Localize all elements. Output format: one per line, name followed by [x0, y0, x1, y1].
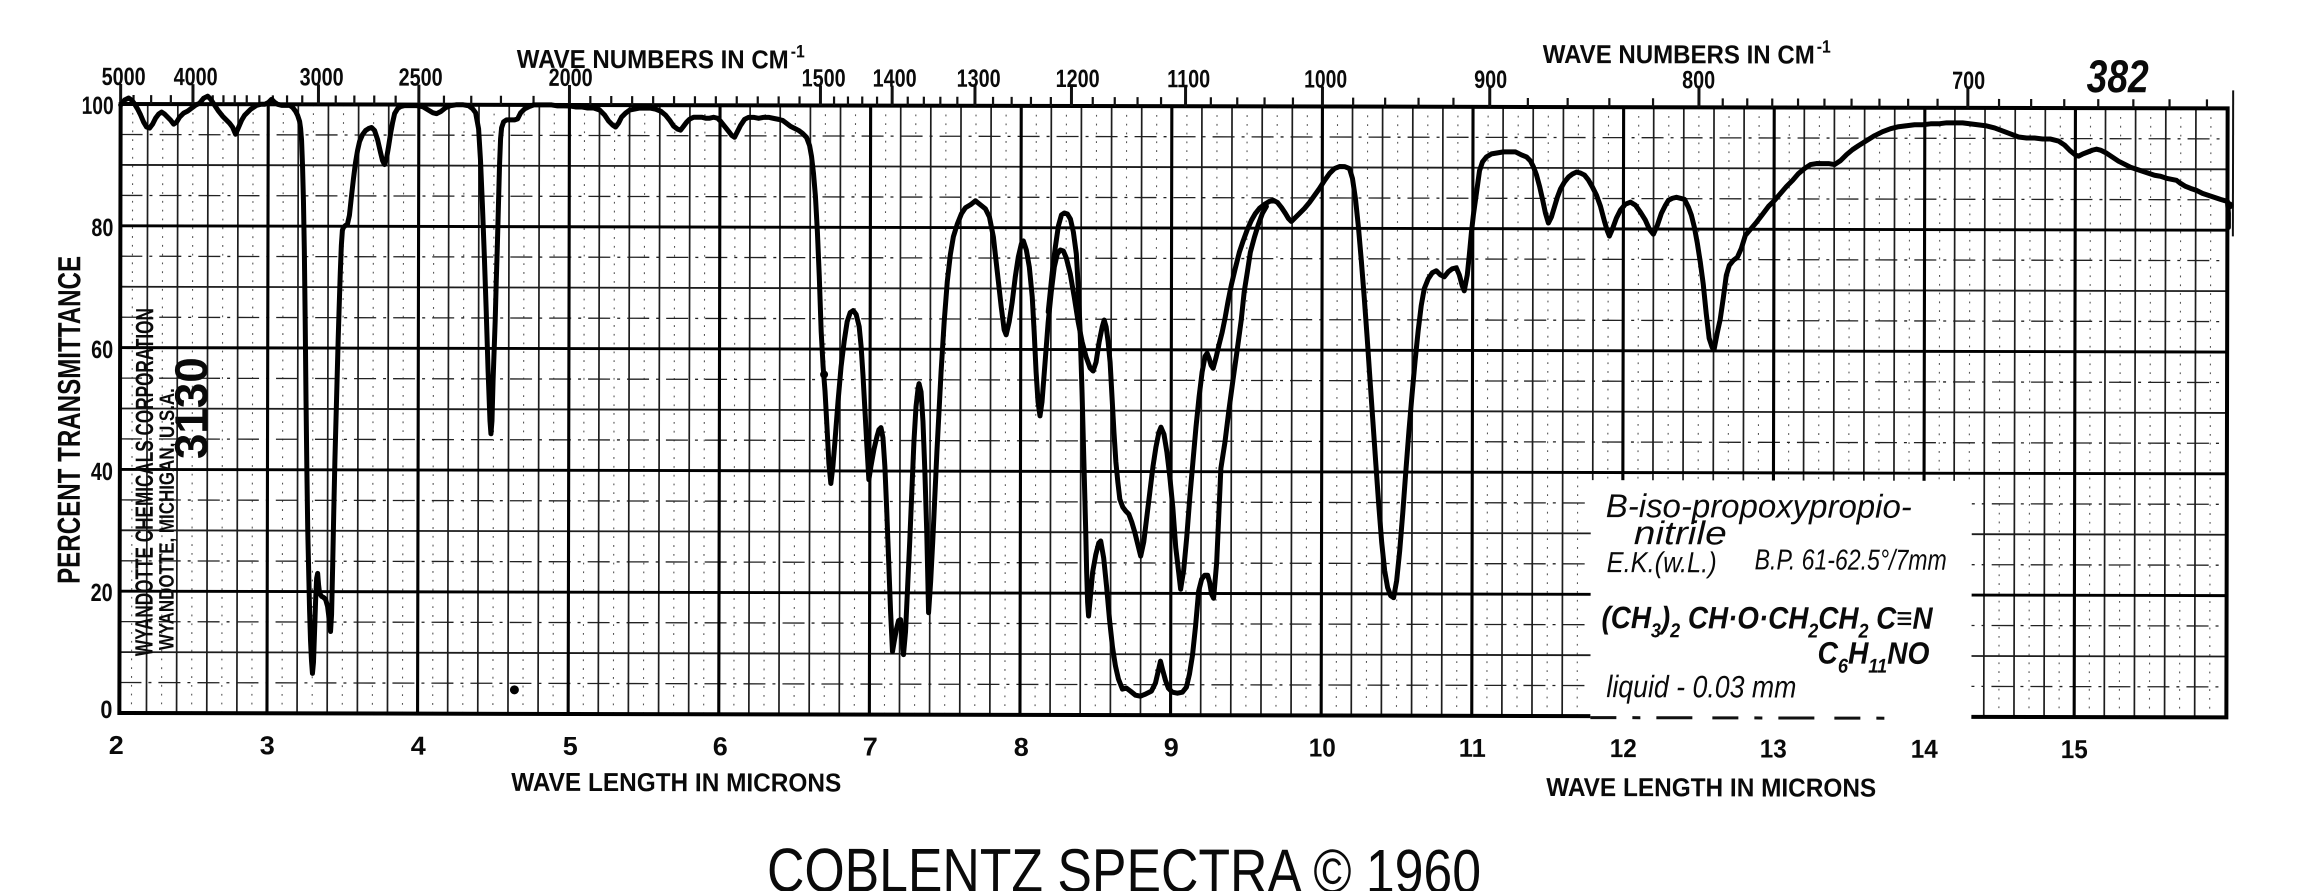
svg-text:9: 9 [1164, 732, 1179, 762]
svg-text:382: 382 [2087, 50, 2149, 102]
svg-text:WAVE NUMBERS IN CM: WAVE NUMBERS IN CM [517, 44, 789, 75]
svg-text:900: 900 [1474, 66, 1507, 94]
svg-text:-1: -1 [791, 41, 805, 61]
svg-text:10: 10 [1309, 732, 1336, 762]
svg-text:2500: 2500 [399, 64, 443, 92]
svg-text:3000: 3000 [300, 63, 344, 91]
svg-text:1500: 1500 [802, 64, 846, 92]
svg-text:4000: 4000 [174, 63, 218, 91]
svg-text:60: 60 [91, 336, 113, 364]
svg-text:15: 15 [2061, 734, 2088, 764]
svg-text:PERCENT TRANSMITTANCE: PERCENT TRANSMITTANCE [51, 256, 88, 584]
svg-text:nitrile: nitrile [1634, 514, 1727, 551]
svg-text:3: 3 [260, 730, 275, 760]
svg-text:13: 13 [1760, 733, 1787, 763]
svg-text:1400: 1400 [873, 65, 917, 93]
svg-text:-1: -1 [1817, 37, 1831, 57]
svg-text:80: 80 [91, 214, 113, 242]
svg-text:WYANDOTTE, MICHIGAN, U.S.A.: WYANDOTTE, MICHIGAN, U.S.A. [155, 388, 179, 650]
svg-text:7: 7 [863, 732, 878, 762]
svg-text:B-iso-propoxypropio-: B-iso-propoxypropio- [1606, 487, 1912, 525]
svg-text:6: 6 [713, 731, 728, 761]
svg-text:40: 40 [91, 458, 113, 486]
svg-text:WAVE LENGTH IN MICRONS: WAVE LENGTH IN MICRONS [511, 767, 841, 798]
svg-text:B.P. 61-62.5°/7mm: B.P. 61-62.5°/7mm [1755, 544, 1947, 576]
svg-text:700: 700 [1952, 67, 1985, 95]
svg-text:8: 8 [1014, 732, 1029, 762]
svg-text:WYANDOTTE CHEMICALS CORPORAT: WYANDOTTE CHEMICALS CORPORATION [130, 308, 159, 656]
svg-text:20: 20 [91, 579, 113, 607]
svg-text:0: 0 [100, 696, 112, 724]
svg-text:WAVE LENGTH IN MICRONS: WAVE LENGTH IN MICRONS [1546, 772, 1876, 803]
svg-text:12: 12 [1610, 733, 1637, 763]
svg-text:1100: 1100 [1167, 65, 1210, 93]
svg-text:11: 11 [1459, 733, 1486, 763]
svg-text:E.K.(w.L.): E.K.(w.L.) [1607, 547, 1717, 579]
svg-text:14: 14 [1911, 734, 1939, 764]
svg-text:800: 800 [1682, 66, 1715, 94]
svg-text:1000: 1000 [1304, 65, 1347, 93]
svg-text:5000: 5000 [102, 63, 146, 91]
svg-text:2: 2 [109, 730, 124, 760]
svg-text:2000: 2000 [549, 64, 593, 92]
svg-text:1200: 1200 [1056, 65, 1100, 93]
svg-text:3130: 3130 [165, 357, 217, 459]
svg-text:1300: 1300 [957, 65, 1001, 93]
svg-text:5: 5 [563, 731, 578, 761]
svg-text:100: 100 [82, 92, 114, 120]
svg-text:COBLENTZ SPECTRA © 1960: COBLENTZ SPECTRA © 1960 [767, 836, 1481, 891]
svg-text:WAVE NUMBERS IN CM: WAVE NUMBERS IN CM [1543, 39, 1815, 70]
svg-text:4: 4 [411, 731, 427, 761]
svg-text:liquid - 0.03 mm: liquid - 0.03 mm [1606, 669, 1796, 704]
